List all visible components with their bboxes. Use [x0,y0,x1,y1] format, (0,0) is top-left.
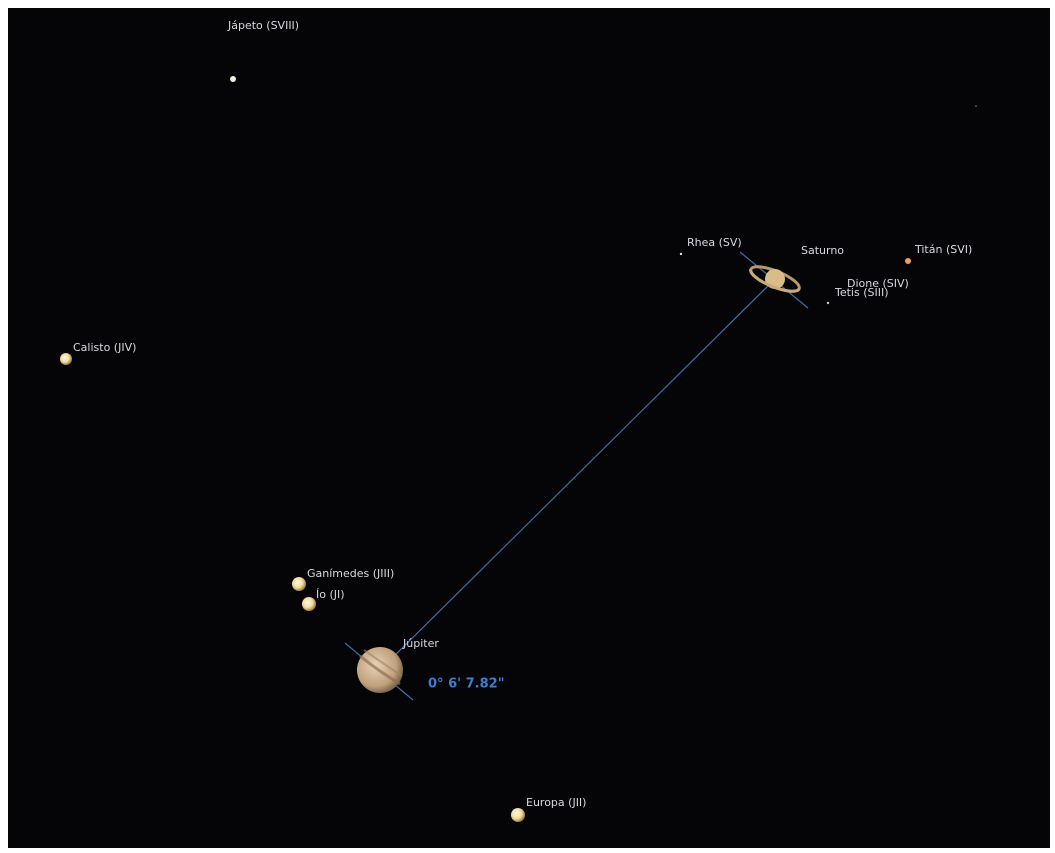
object-label: Ío (JI) [316,588,345,601]
sky-background [8,8,1050,848]
moon [905,258,911,264]
moon [511,808,525,822]
moon [302,597,316,611]
object-label: Titán (SVI) [914,243,972,256]
object-label: Rhea (SV) [687,236,742,249]
sky-view: Jápeto (SVIII) Calisto (JIV) Rhea (SV) Satu… [0,0,1055,853]
moon [292,577,306,591]
moon [230,76,236,82]
moon [827,302,829,304]
object-label: Europa (JII) [526,796,586,809]
object-label: Tetis (SIII) [834,286,889,299]
object-label: Ganímedes (JIII) [307,567,394,580]
angle-readout: 0° 6' 7.82" [428,677,504,692]
object-label: Calisto (JIV) [73,341,136,354]
jupiter-planet [357,647,403,693]
moon [680,253,682,255]
star [975,105,977,107]
object-label: Jápeto (SVIII) [227,19,299,32]
object-label: Júpiter [402,637,439,650]
moon [60,353,72,365]
object-label: Saturno [801,244,844,257]
